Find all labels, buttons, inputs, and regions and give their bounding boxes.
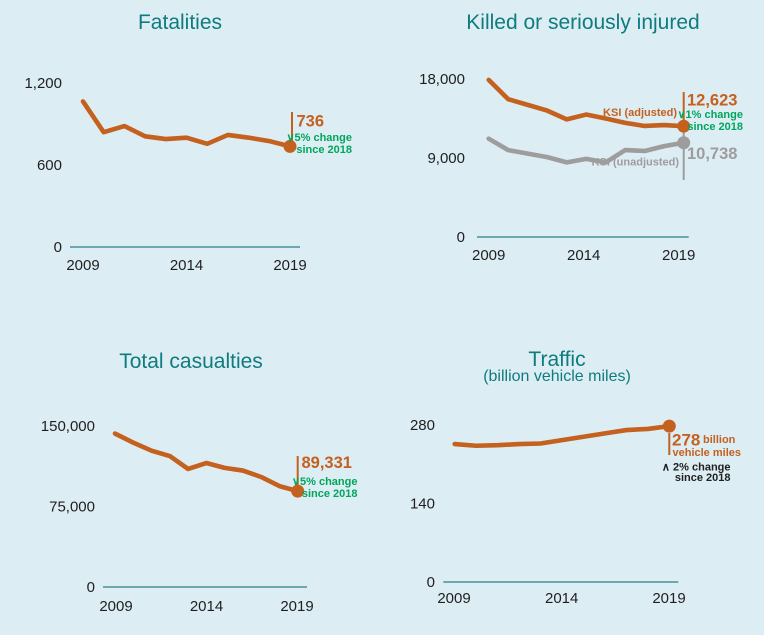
ksi-unadjusted-series-label: KSI (unadjusted) (592, 157, 680, 169)
y-tick-label: 9,000 (427, 150, 465, 167)
end-dot (677, 119, 691, 133)
chart-card-total-casualties: 150,000 75,000 0 2009 2014 2019 89,331 ∨5% chan… (0, 320, 382, 635)
ksi-adjusted-series-label: KSI (adjusted) (603, 107, 677, 119)
chart-card-fatalities: 1,200 600 0 2009 2014 2019 736 ∨5% change since … (0, 0, 382, 320)
chart-title-traffic: Traffic (528, 348, 586, 371)
change-note-line1: ∨5% change (286, 132, 352, 144)
end-value-label: 89,331 (302, 454, 352, 472)
y-tick-label: 0 (87, 579, 95, 596)
ksi-adjusted-value-label: 12,623 (687, 92, 737, 110)
data-line-0 (112, 431, 301, 494)
x-tick-label: 2019 (273, 257, 306, 274)
y-tick-label: 600 (37, 157, 62, 174)
chart-card-ksi: 18,000 9,000 0 2009 2014 2019 12,623 ∨1% change… (382, 0, 764, 320)
chart-title-fatalities: Fatalities (137, 11, 223, 34)
y-tick-label: 0 (54, 239, 62, 256)
chart-title-ksi: Killed or seriously injured (466, 11, 700, 34)
end-value-label: 736 (297, 113, 325, 131)
x-tick-label: 2009 (99, 598, 132, 615)
ksi-plot: 18,000 9,000 0 2009 2014 2019 12,623∨1% change… (419, 71, 743, 264)
x-tick-label: 2009 (437, 590, 470, 607)
x-tick-label: 2014 (190, 598, 223, 615)
x-tick-label: 2014 (170, 257, 203, 274)
change-note-line2: since 2018 (687, 121, 743, 133)
end-dot (662, 419, 676, 433)
chart-card-traffic: 280 140 0 2009 2014 2019 278 billion vehicle mil… (382, 320, 764, 635)
y-tick-label: 1,200 (24, 75, 62, 92)
change-note-line2: since 2018 (296, 144, 352, 156)
change-note-line1: ∧ 2% change (662, 462, 731, 474)
x-tick-label: 2019 (652, 590, 685, 607)
change-note-line2: since 2018 (302, 488, 358, 500)
chart-subtitle-traffic: (billion vehicle miles) (483, 368, 631, 385)
ksi-unadjusted-value-label: 10,738 (687, 145, 737, 163)
change-note-line1: ∨5% change (292, 476, 358, 488)
data-line-0 (80, 99, 293, 149)
y-tick-label: 280 (410, 417, 435, 434)
x-tick-label: 2009 (66, 257, 99, 274)
end-dot (283, 139, 297, 153)
chart-title-total-casualties: Total casualties (119, 350, 263, 373)
change-note-line1: ∨1% change (677, 109, 743, 121)
y-tick-label: 150,000 (41, 418, 95, 435)
end-dot (291, 484, 305, 498)
y-tick-label: 18,000 (419, 71, 465, 88)
x-tick-label: 2019 (280, 598, 313, 615)
data-line-1 (486, 136, 687, 165)
change-note-line2: since 2018 (675, 472, 731, 484)
x-tick-label: 2014 (545, 590, 578, 607)
y-tick-label: 0 (457, 229, 465, 246)
y-tick-label: 0 (427, 574, 435, 591)
x-tick-label: 2014 (567, 247, 600, 264)
y-tick-label: 75,000 (49, 499, 95, 516)
end-value-label: 278 (672, 431, 700, 450)
y-tick-label: 140 (410, 496, 435, 513)
data-line-0 (486, 77, 687, 129)
end-unit-line2: vehicle miles (673, 447, 742, 459)
end-dot (677, 136, 691, 150)
x-tick-label: 2009 (472, 247, 505, 264)
data-line-0 (452, 423, 672, 449)
end-unit-line1: billion (703, 434, 736, 446)
x-tick-label: 2019 (662, 247, 695, 264)
